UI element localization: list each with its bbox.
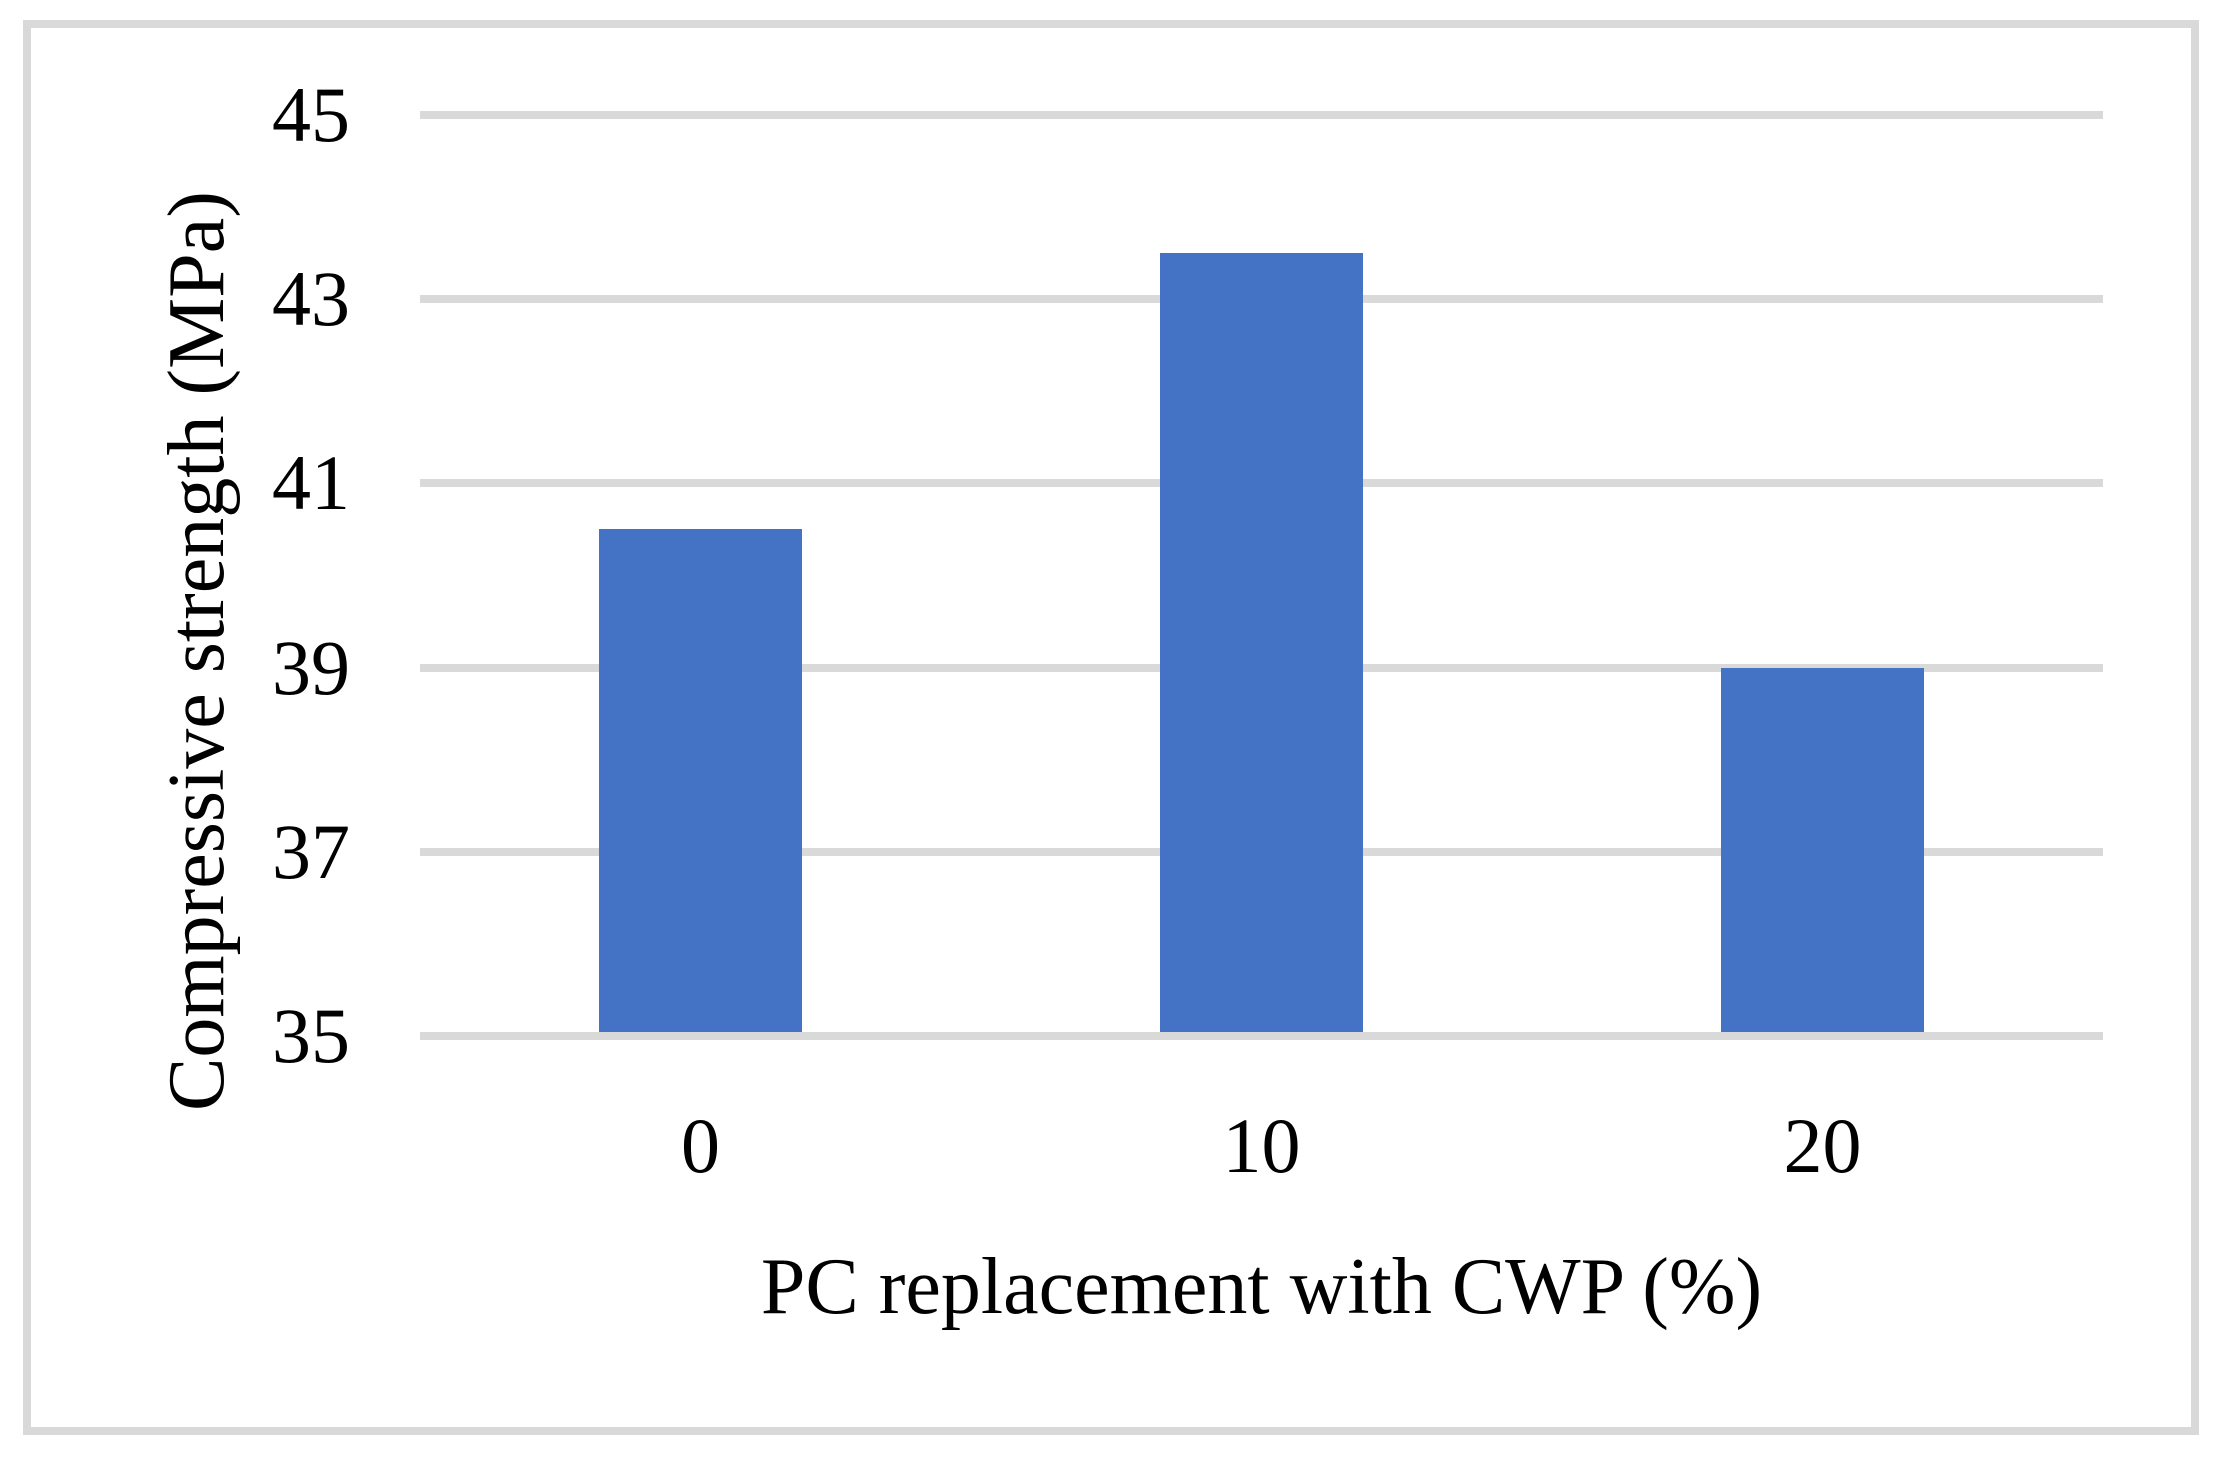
x-tick-label-20: 20 xyxy=(1783,1102,1862,1189)
y-tick-label-41: 41 xyxy=(272,439,350,527)
y-tick-label-43: 43 xyxy=(272,255,350,343)
bar-0 xyxy=(599,529,802,1032)
gridline-y-45 xyxy=(420,111,2103,119)
x-axis-title: PC replacement with CWP (%) xyxy=(760,1243,1763,1331)
gridline-y-35 xyxy=(420,1032,2103,1040)
bar-20 xyxy=(1721,667,1924,1032)
y-tick-label-39: 39 xyxy=(272,623,350,711)
figure-border xyxy=(23,20,2199,1435)
y-tick-label-45: 45 xyxy=(272,71,350,158)
y-tick-label-37: 37 xyxy=(272,807,350,895)
y-tick-label-35: 35 xyxy=(272,992,350,1079)
bar-10 xyxy=(1160,253,1363,1032)
x-tick-label-10: 10 xyxy=(1222,1102,1301,1189)
plot-area xyxy=(420,111,2103,1040)
x-tick-label-0: 0 xyxy=(681,1102,720,1189)
